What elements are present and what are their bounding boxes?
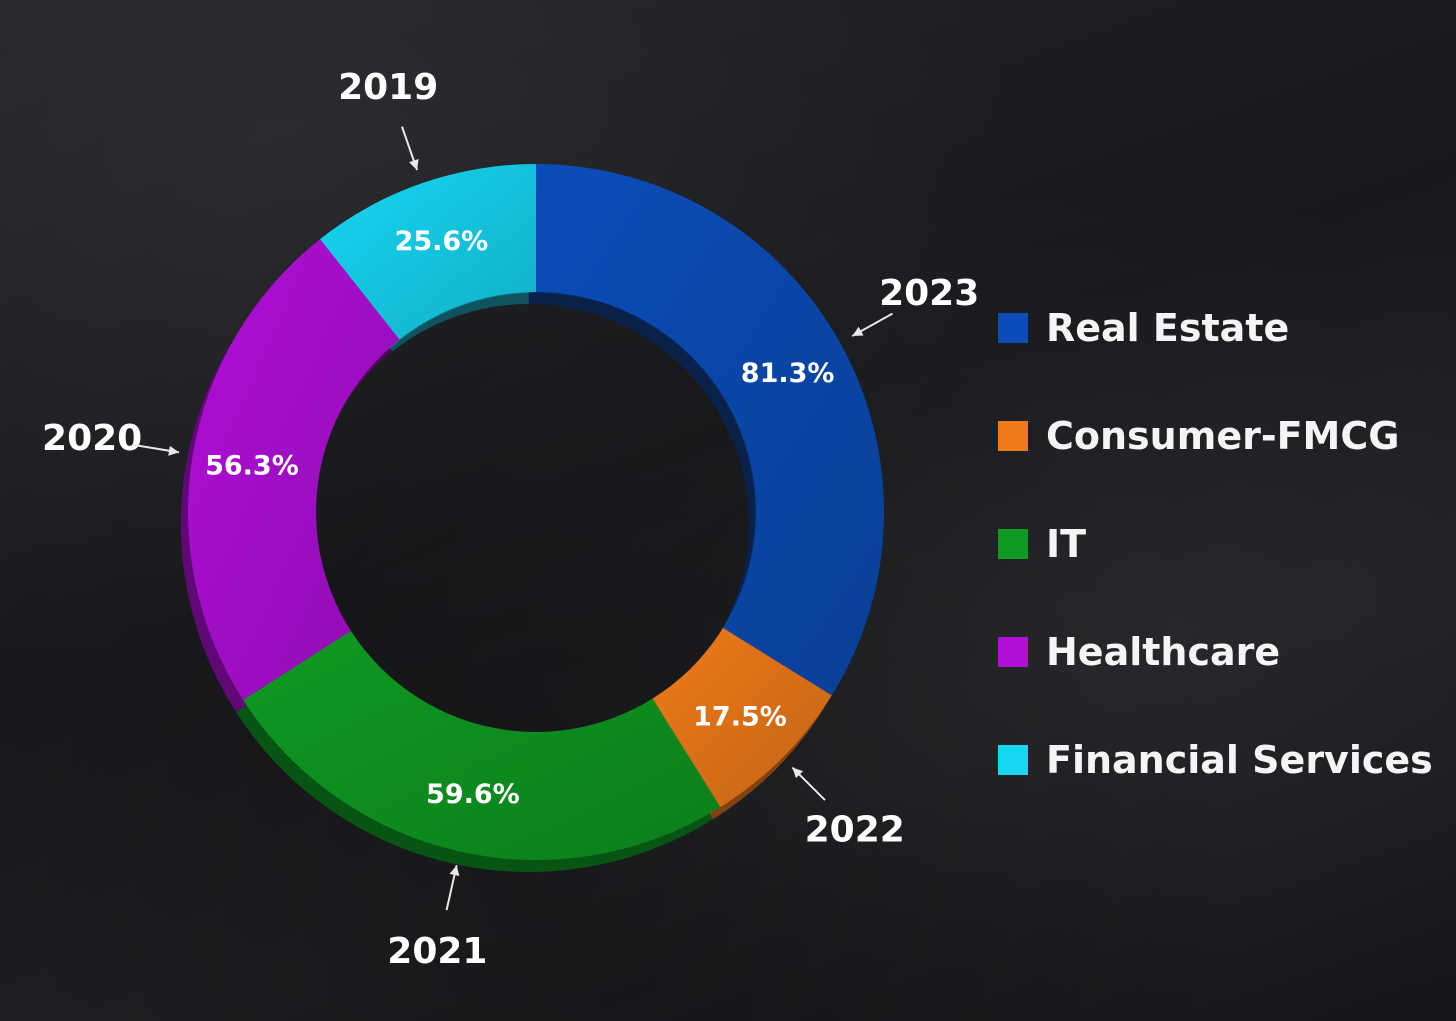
legend-swatch-real-estate: [998, 313, 1028, 343]
slice-value-label-2021: 59.6%: [426, 779, 520, 810]
legend-swatch-financial-services: [998, 745, 1028, 775]
year-label-2021: 2021: [387, 931, 487, 972]
slice-it: [243, 630, 721, 861]
slice-value-label-2020: 56.3%: [205, 451, 299, 482]
year-label-2022: 2022: [805, 810, 905, 851]
slice-value-label-2023: 81.3%: [741, 358, 835, 389]
legend-swatch-it: [998, 529, 1028, 559]
slice-consumer-fmcg: [652, 627, 832, 808]
legend-item-real-estate: Real Estate: [998, 300, 1448, 408]
donut-hole: [317, 293, 755, 731]
year-arrowhead-2021: [449, 865, 460, 877]
year-label-2023: 2023: [879, 273, 979, 314]
year-arrowhead-2019: [409, 158, 419, 171]
legend-label-financial-services: Financial Services: [1046, 738, 1433, 782]
slice-value-label-2019: 25.6%: [395, 226, 489, 257]
legend-item-healthcare: Healthcare: [998, 624, 1448, 732]
legend-label-real-estate: Real Estate: [1046, 306, 1290, 350]
legend-item-consumer-fmcg: Consumer-FMCG: [998, 408, 1448, 516]
legend: Real Estate Consumer-FMCG IT Healthcare …: [998, 300, 1448, 840]
slice-value-label-2022: 17.5%: [693, 701, 787, 732]
legend-swatch-consumer-fmcg: [998, 421, 1028, 451]
year-label-2020: 2020: [42, 418, 142, 459]
year-arrowhead-2023: [852, 326, 864, 336]
legend-label-it: IT: [1046, 522, 1087, 566]
slice-healthcare: [188, 239, 400, 700]
year-arrowhead-2022: [792, 767, 804, 779]
slice-financial-services: [320, 164, 536, 340]
legend-swatch-healthcare: [998, 637, 1028, 667]
legend-item-financial-services: Financial Services: [998, 732, 1448, 840]
year-arrowhead-2020: [168, 445, 179, 456]
legend-label-healthcare: Healthcare: [1046, 630, 1281, 674]
legend-item-it: IT: [998, 516, 1448, 624]
legend-label-consumer-fmcg: Consumer-FMCG: [1046, 414, 1400, 458]
slice-real-estate: [536, 164, 884, 696]
year-label-2019: 2019: [338, 67, 438, 108]
